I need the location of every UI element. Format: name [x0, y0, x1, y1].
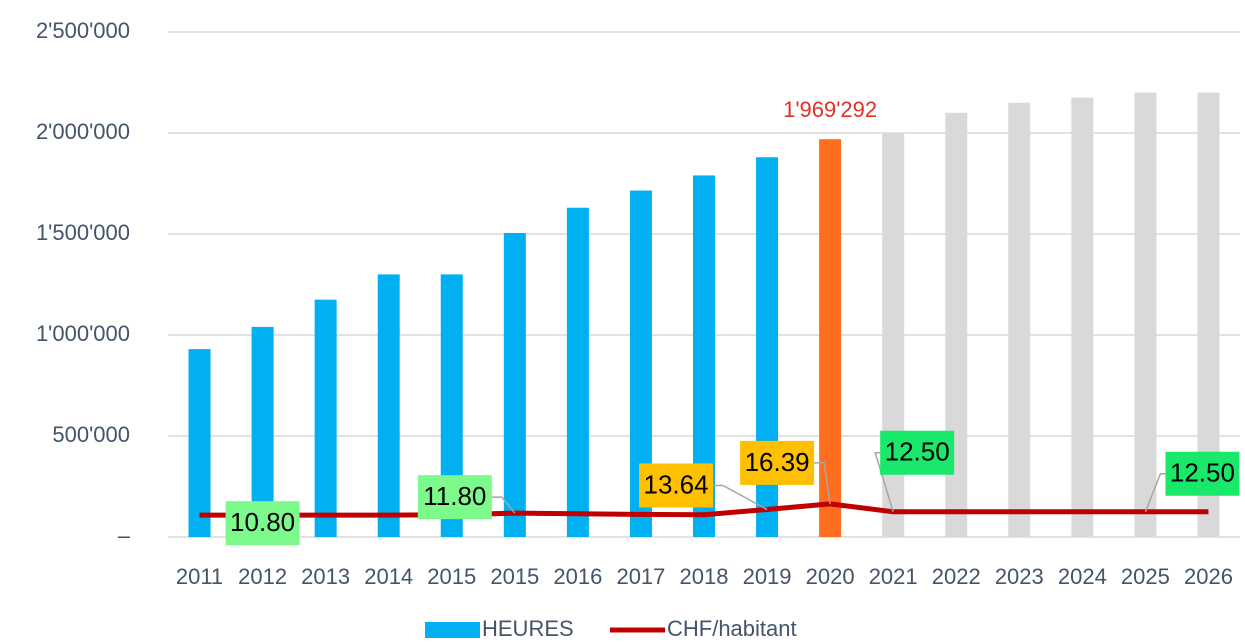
x-tick-label: 2015: [490, 564, 539, 589]
bar: [188, 349, 211, 537]
legend-label: CHF/habitant: [667, 616, 797, 641]
bar: [1008, 102, 1031, 537]
data-label-box: [880, 430, 955, 475]
x-tick-label: 2021: [869, 564, 918, 589]
bar: [693, 175, 715, 538]
legend-swatch: [425, 622, 480, 638]
line: [199, 501, 1209, 518]
bar: [1197, 92, 1220, 537]
bar: [440, 274, 463, 537]
y-tick-label: 1'000'000: [36, 321, 130, 346]
bar: [882, 133, 905, 537]
x-tick-label: 2015: [427, 564, 476, 589]
x-tick-label: 2025: [1121, 564, 1170, 589]
leader-line: [874, 452, 894, 512]
x-tick-label: 2012: [238, 564, 287, 589]
bar-value-label: 1'969'292: [783, 97, 877, 122]
x-tick-label: 2016: [553, 564, 602, 589]
data-label: 12.50: [1170, 458, 1235, 488]
x-tick-label: 2011: [176, 564, 223, 589]
leader-line: [814, 462, 831, 505]
data-label-box: [417, 475, 492, 520]
data-label: 10.80: [230, 507, 295, 537]
x-tick-label: 2023: [995, 564, 1044, 589]
bar: [377, 274, 400, 537]
data-label-box: [740, 440, 815, 485]
bar: [819, 139, 842, 538]
y-tick-label: 2'000'000: [36, 119, 130, 144]
bar: [251, 326, 274, 537]
data-label: 11.80: [423, 481, 486, 511]
y-tick-label: 2'500'000: [36, 18, 130, 43]
bar: [1071, 97, 1094, 538]
data-label-box: [1165, 451, 1240, 496]
x-tick-label: 2020: [806, 564, 855, 589]
x-tick-label: 2013: [301, 564, 350, 589]
bar: [566, 207, 589, 538]
x-tick-label: 2024: [1058, 564, 1107, 589]
data-label-box: [639, 463, 714, 508]
x-tick-label: 2018: [680, 564, 729, 589]
data-label: 13.64: [644, 469, 709, 499]
leader-line: [713, 484, 768, 511]
x-tick-label: 2014: [364, 564, 413, 589]
legend-label: HEURES: [482, 616, 574, 641]
y-tick-label: 1'500'000: [36, 220, 130, 245]
x-tick-label: 2017: [616, 564, 665, 589]
x-tick-label: 2019: [743, 564, 792, 589]
x-tick-label: 2022: [932, 564, 981, 589]
bar: [314, 299, 337, 537]
y-tick-label: 500'000: [52, 422, 130, 447]
data-label-box: [225, 501, 300, 546]
data-label: 12.50: [885, 437, 950, 467]
leader-line: [1144, 473, 1166, 513]
bar: [1134, 92, 1157, 537]
data-label: 16.39: [745, 447, 810, 477]
y-tick-label: –: [118, 523, 131, 548]
bar: [503, 232, 526, 538]
x-tick-label: 2026: [1184, 564, 1233, 589]
leader-line: [491, 496, 516, 514]
bar: [629, 190, 652, 537]
